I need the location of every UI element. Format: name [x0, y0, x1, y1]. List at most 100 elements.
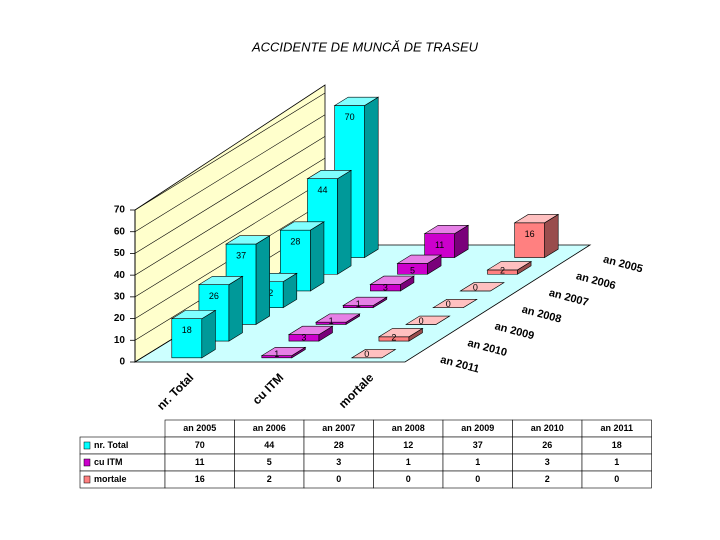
bar-top: [315, 313, 361, 323]
x-tick-label: cu ITM: [250, 370, 287, 407]
grid-line: [134, 157, 326, 276]
depth-label: an 2009: [493, 320, 535, 342]
value-label: 1: [356, 299, 361, 309]
depth-label: an 2005: [602, 253, 644, 275]
value-label: 0: [364, 349, 369, 359]
table-value: 12: [403, 440, 413, 450]
table-header: an 2010: [531, 423, 564, 433]
bar-front: [514, 222, 545, 258]
bar: [486, 261, 533, 275]
bar-top: [405, 315, 451, 325]
value-label: 16: [525, 229, 535, 239]
legend-label: nr. Total: [94, 440, 128, 450]
table-value: 11: [195, 457, 205, 467]
table-value: 37: [473, 440, 483, 450]
value-label: 5: [410, 266, 415, 276]
bar: [260, 346, 307, 359]
table-header: an 2005: [183, 423, 216, 433]
y-tick-label: 0: [119, 357, 125, 368]
bar: [369, 275, 415, 292]
bar: [432, 299, 478, 308]
grid-line: [134, 179, 326, 298]
bar-top: [396, 254, 443, 264]
legend-label: cu ITM: [94, 457, 123, 467]
bar-top: [350, 349, 397, 359]
bar: [405, 315, 451, 325]
depth-label: an 2006: [575, 270, 617, 292]
bar-side: [255, 235, 270, 325]
y-tick-label: 70: [114, 205, 126, 216]
bar-top: [306, 170, 353, 180]
bar-top: [225, 235, 271, 245]
table-header: an 2006: [253, 423, 286, 433]
value-label: 18: [182, 325, 192, 335]
depth-label: an 2007: [548, 287, 590, 309]
bar: [396, 254, 443, 275]
bar-top: [287, 325, 334, 335]
bar-top: [279, 221, 325, 231]
value-label: 26: [209, 291, 219, 301]
value-label: 11: [435, 240, 444, 250]
table-value: 18: [612, 440, 622, 450]
bar-top: [197, 275, 244, 285]
bar: [315, 313, 361, 325]
table-value: 16: [195, 474, 205, 484]
depth-label: an 2010: [466, 337, 508, 359]
bar: [287, 325, 334, 342]
y-tick-label: 40: [114, 270, 126, 281]
bar-top: [260, 346, 307, 356]
bar-top: [432, 299, 478, 308]
bar-top: [459, 282, 505, 292]
value-label: 0: [473, 282, 478, 292]
legend-swatch: [83, 458, 91, 467]
bar: [513, 213, 560, 259]
table-value: 44: [264, 440, 274, 450]
chart-title: ACCIDENTE DE MUNCĂ DE TRASEU: [251, 39, 479, 54]
bar: [342, 296, 388, 309]
value-label: 1: [274, 349, 279, 359]
table-header: an 2007: [322, 423, 355, 433]
bar: [423, 224, 470, 259]
table-value: 0: [614, 474, 619, 484]
bar: [377, 327, 424, 342]
bar-top: [333, 96, 380, 106]
table-legend-cell: [79, 453, 166, 472]
y-tick-label: 20: [114, 313, 126, 324]
table-value: 26: [542, 440, 552, 450]
x-tick-label: nr. Total: [154, 370, 196, 412]
grid-line: [134, 136, 326, 254]
table-header: an 2011: [600, 423, 633, 433]
table-value: 70: [195, 440, 205, 450]
bar: [170, 309, 217, 359]
grid-line: [134, 92, 326, 211]
legend-label: mortale: [94, 474, 127, 484]
table-value: 0: [336, 474, 341, 484]
table-header: an 2008: [392, 423, 425, 433]
legend-swatch: [83, 441, 91, 450]
bar: [350, 349, 397, 359]
value-label: 0: [419, 316, 424, 326]
table-cell: [581, 470, 652, 489]
bar-top: [486, 261, 533, 271]
bar-side: [228, 275, 243, 342]
bar-top: [342, 296, 388, 306]
bar-side: [310, 221, 325, 292]
table-value: 2: [267, 474, 272, 484]
value-label: 37: [236, 250, 246, 260]
bar-top: [369, 275, 415, 285]
bar-top: [170, 310, 217, 320]
table-value: 0: [475, 474, 480, 484]
table-value: 1: [614, 457, 619, 467]
y-tick-label: 30: [114, 291, 126, 302]
value-label: 2: [391, 332, 396, 342]
table-value: 5: [267, 457, 272, 467]
bar-top: [377, 328, 424, 338]
table-value: 0: [406, 474, 411, 484]
table-value: 28: [334, 440, 344, 450]
grid-line: [134, 114, 326, 232]
bar-top: [513, 214, 560, 224]
y-tick-label: 10: [114, 335, 126, 346]
value-label: 2: [500, 266, 505, 276]
depth-label: an 2011: [439, 354, 481, 376]
